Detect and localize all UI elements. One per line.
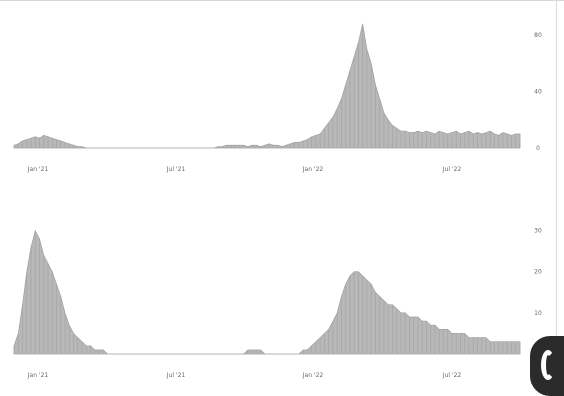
- x-tick-label: Jul '22: [442, 372, 462, 379]
- y-tick-label: 0: [536, 145, 540, 152]
- x-tick-label: Jul '21: [166, 166, 186, 173]
- frame-top-border: [0, 0, 564, 1]
- frame-right-border: [556, 0, 557, 396]
- corner-badge-icon: [541, 350, 555, 380]
- y-tick-label: 80: [534, 32, 542, 39]
- y-tick-label: 30: [534, 228, 542, 235]
- y-tick-label: 20: [534, 269, 542, 276]
- x-tick-label: Jul '21: [166, 372, 186, 379]
- x-tick-label: Jul '22: [442, 166, 462, 173]
- x-tick-label: Jan '21: [27, 166, 49, 173]
- x-tick-label: Jan '22: [302, 166, 324, 173]
- series-area: [13, 229, 521, 355]
- series-area: [13, 23, 521, 149]
- x-tick-label: Jan '21: [27, 372, 49, 379]
- x-tick-label: Jan '22: [302, 372, 324, 379]
- top-area-chart: Jan '21 Jul '21 Jan '22 Jul '22 0 40 80: [13, 23, 542, 173]
- y-tick-label: 40: [534, 89, 542, 96]
- y-tick-label: 10: [534, 310, 542, 317]
